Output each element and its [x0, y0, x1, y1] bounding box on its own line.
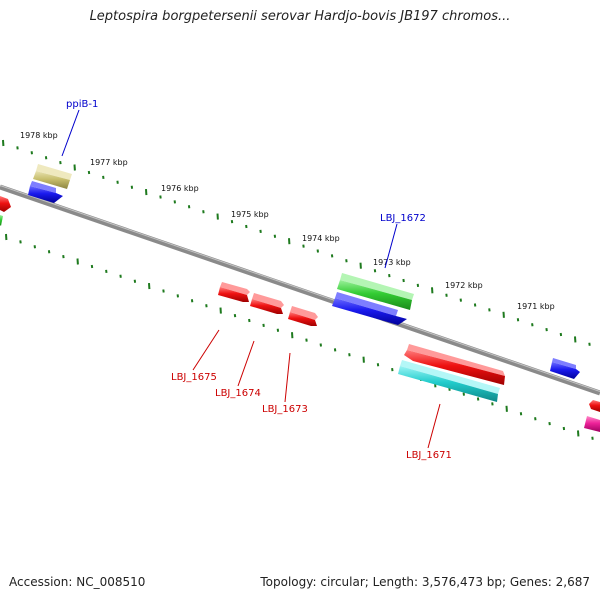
scale-label-1975: 1975 kbp	[231, 210, 269, 219]
gene-label-LBJ_1671[interactable]: LBJ_1671	[406, 450, 452, 461]
scale-ticks-outer	[2, 139, 591, 346]
scale-labels: 1978 kbp 1977 kbp 1976 kbp 1975 kbp 1974…	[20, 131, 555, 311]
gene-blue-right[interactable]	[550, 358, 580, 379]
scale-label-1971: 1971 kbp	[517, 302, 555, 311]
gene-magenta-edge[interactable]	[584, 416, 600, 432]
scale-ticks-inner	[5, 233, 594, 440]
gene-label-LBJ_1672[interactable]: LBJ_1672	[380, 213, 426, 224]
scale-label-1974: 1974 kbp	[302, 234, 340, 243]
scale-label-1977: 1977 kbp	[90, 158, 128, 167]
gene-blue-left[interactable]	[28, 181, 63, 203]
chromosome-backbone-highlight	[0, 185, 600, 392]
accession-text: Accession: NC_008510	[9, 575, 146, 589]
topology-text: Topology: circular; Length: 3,576,473 bp…	[260, 575, 590, 589]
scale-label-1978: 1978 kbp	[20, 131, 58, 140]
gene-blue-mid[interactable]	[332, 292, 407, 325]
scale-label-1976: 1976 kbp	[161, 184, 199, 193]
gene-label-LBJ_1675[interactable]: LBJ_1675	[171, 372, 217, 383]
gene-red-edge[interactable]	[0, 196, 11, 212]
scale-label-1973: 1973 kbp	[373, 258, 411, 267]
gene-track	[0, 164, 600, 432]
gene-green-edge[interactable]	[0, 215, 3, 226]
gene-label-ppiB-1[interactable]: ppiB-1	[66, 99, 98, 110]
gene-LBJ_1671-red[interactable]	[404, 344, 505, 385]
gene-LBJ_1674[interactable]	[250, 293, 284, 314]
scale-label-1972: 1972 kbp	[445, 281, 483, 290]
gene-label-LBJ_1674[interactable]: LBJ_1674	[215, 388, 261, 399]
gene-LBJ_1671[interactable]	[398, 360, 500, 402]
gene-ppiB-1[interactable]	[33, 164, 72, 189]
gene-LBJ_1672[interactable]	[337, 273, 414, 310]
chromosome-backbone	[0, 184, 600, 396]
map-title: Leptospira borgpetersenii serovar Hardjo…	[89, 9, 511, 24]
gene-LBJ_1675[interactable]	[218, 282, 250, 302]
gene-LBJ_1673[interactable]	[288, 306, 318, 326]
label-leaders	[61, 109, 441, 449]
gene-red-right-edge[interactable]	[589, 400, 600, 412]
gene-label-LBJ_1673[interactable]: LBJ_1673	[262, 404, 308, 415]
